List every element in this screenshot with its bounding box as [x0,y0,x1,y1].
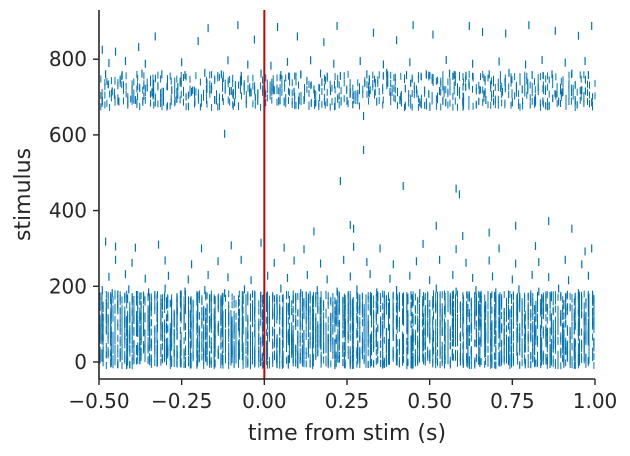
dense-spike-band [99,70,596,370]
